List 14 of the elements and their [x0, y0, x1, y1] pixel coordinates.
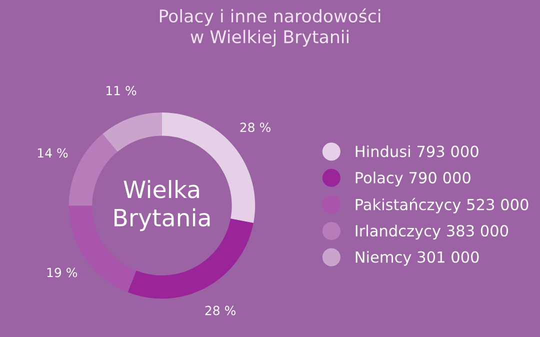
- legend-label: Niemcy 301 000: [356, 250, 479, 266]
- data-label: 28 %: [205, 306, 236, 316]
- legend-label: Irlandczycy 383 000: [356, 224, 508, 240]
- data-label: 19 %: [47, 268, 78, 278]
- donut-slice: [68, 134, 118, 206]
- chart-title: Polacy i inne narodowości w Wielkiej Brytanii: [160, 8, 380, 47]
- data-label: 11 %: [106, 86, 136, 96]
- donut-slice: [102, 112, 162, 152]
- legend-label: Hindusi 793 000: [356, 145, 478, 158]
- legend-label: Pakistańczycy 523 000: [356, 198, 528, 214]
- text: Wielka Brytania: [114, 180, 210, 232]
- data-label: 28 %: [240, 122, 270, 132]
- legend-label: Polacy 790 000: [356, 172, 470, 186]
- data-label: 14 %: [38, 148, 68, 158]
